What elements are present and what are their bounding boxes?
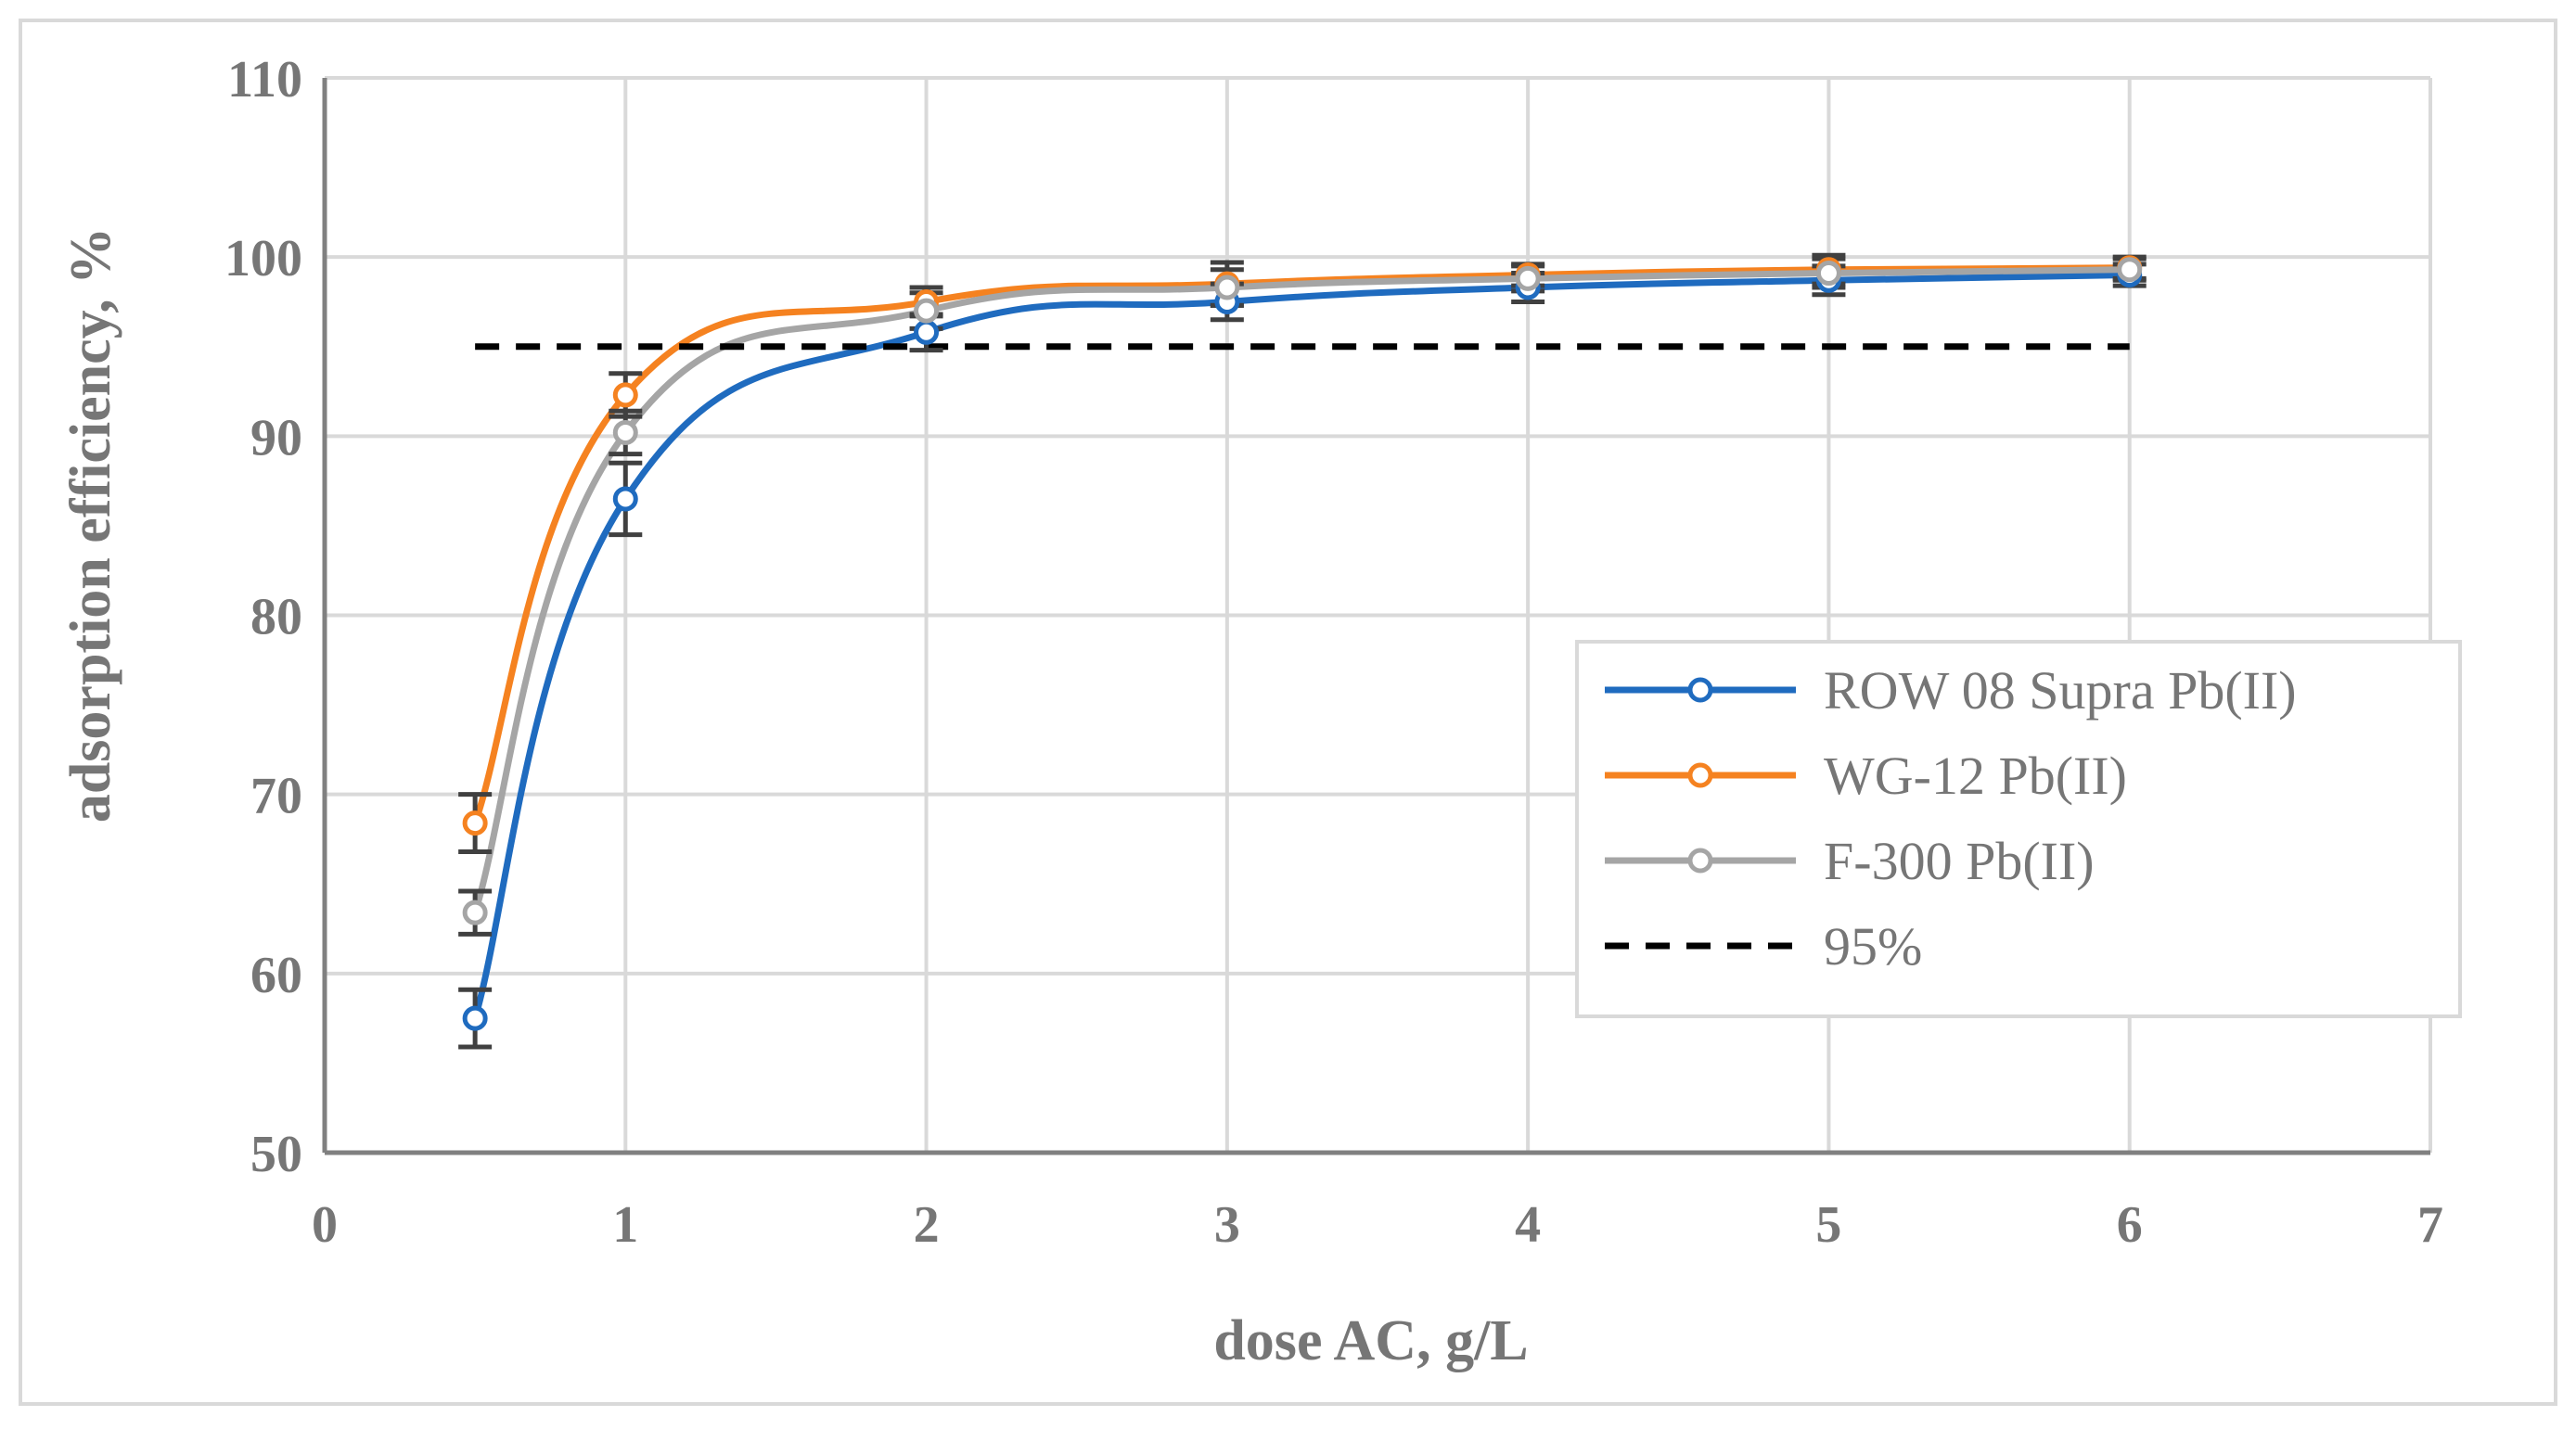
series (458, 252, 2147, 1050)
legend: ROW 08 Supra Pb(II) WG-12 Pb(II) F-300 Pb(… (1575, 640, 2462, 1018)
series-row-08-supra-pb-ii-point (462, 1005, 488, 1031)
x-tick-label: 0 (312, 1196, 338, 1254)
y-tick-label: 80 (250, 589, 302, 646)
y-tick-label: 50 (250, 1126, 302, 1183)
series-f-300-pb-ii-point (612, 419, 638, 445)
legend-row-08-supra-pb-ii-marker (1687, 677, 1713, 703)
x-tick-label: 4 (1515, 1196, 1541, 1254)
y-tick-label: 60 (250, 947, 302, 1004)
series-wg-12-pb-ii-point (462, 810, 488, 836)
x-tick-label: 2 (914, 1196, 940, 1254)
series-f-300-pb-ii-point (462, 900, 488, 925)
series-wg-12-pb-ii-point (612, 382, 638, 408)
legend-wg-12-pb-ii-marker (1687, 762, 1713, 788)
x-tick-label: 3 (1214, 1196, 1240, 1254)
axes (322, 78, 2430, 1155)
y-tick-label: 90 (250, 409, 302, 466)
y-axis-title: adsorption efficiency, % (59, 227, 122, 823)
tick-labels: 0 1 2 3 4 5 6 7 50 60 70 80 90 100 110 (224, 51, 2443, 1254)
legend-wg-12-pb-ii-label: WG-12 Pb(II) (1824, 746, 2127, 806)
legend-row-08-supra-pb-ii-label: ROW 08 Supra Pb(II) (1824, 660, 2297, 721)
series-row-08-supra-pb-ii-point (612, 486, 638, 512)
x-tick-label: 6 (2117, 1196, 2143, 1254)
series-f-300-pb-ii-point (914, 298, 940, 324)
legend-f-300-pb-ii-label: F-300 Pb(II) (1824, 831, 2095, 891)
series-f-300-pb-ii-point (1815, 261, 1841, 287)
y-tick-label: 70 (250, 768, 302, 825)
series-f-300-pb-ii-point (1214, 274, 1240, 300)
series-f-300-pb-ii-point (1515, 265, 1541, 291)
x-tick-label: 5 (1815, 1196, 1841, 1254)
x-tick-label: 1 (612, 1196, 638, 1254)
y-tick-label: 110 (227, 51, 302, 108)
legend-box (1575, 640, 2462, 1018)
x-axis-title: dose AC, g/L (1213, 1309, 1528, 1372)
series-f-300-pb-ii-point (2117, 257, 2143, 283)
legend-95-label: 95% (1824, 916, 1922, 976)
series-row-08-supra-pb-ii-point (914, 319, 940, 345)
legend-f-300-pb-ii-marker (1687, 848, 1713, 874)
y-tick-label: 100 (224, 230, 302, 287)
x-tick-label: 7 (2417, 1196, 2443, 1254)
